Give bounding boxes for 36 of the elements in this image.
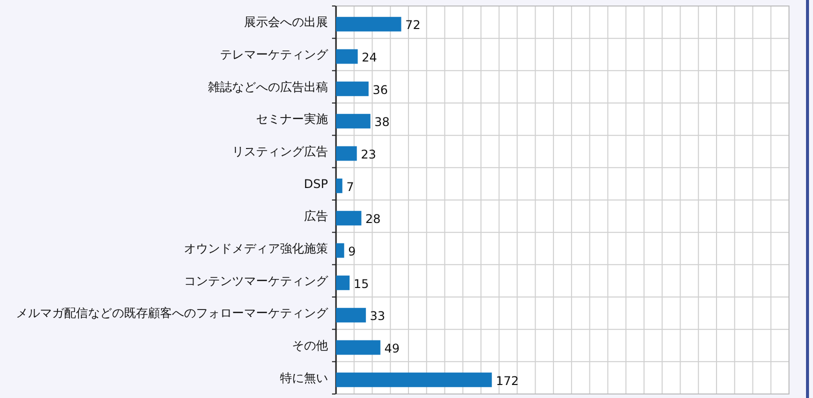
bar <box>336 243 344 258</box>
bar <box>336 340 380 355</box>
y-tick-label: 展示会への出展 <box>244 15 328 30</box>
y-tick-label: DSP <box>304 176 328 191</box>
data-label: 15 <box>354 276 369 291</box>
y-tick-label: 雑誌などへの広告出稿 <box>208 80 328 94</box>
data-label: 24 <box>362 50 378 64</box>
data-label: 9 <box>348 244 356 258</box>
y-tick-label: メルマガ配信などの既存顧客へのフォローマーケティング <box>16 306 329 320</box>
data-label: 36 <box>372 82 388 97</box>
data-label: 72 <box>405 18 421 32</box>
y-tick-label: テレマーケティング <box>220 48 329 62</box>
y-tick-label: オウンドメディア強化施策 <box>184 242 328 256</box>
bar <box>336 178 342 194</box>
bar <box>336 49 358 64</box>
y-tick-label: リスティング広告 <box>232 144 328 158</box>
bar <box>336 82 369 96</box>
bar <box>336 146 357 161</box>
y-tick-label: 広告 <box>304 209 328 224</box>
bar <box>336 16 402 32</box>
y-tick-label: セミナー実施 <box>256 112 328 126</box>
data-label: 38 <box>374 115 390 130</box>
data-label: 28 <box>365 212 381 226</box>
y-tick-label: コンテンツマーケティング <box>184 274 329 288</box>
data-label: 33 <box>370 309 386 324</box>
data-label: 23 <box>360 148 376 162</box>
bar <box>336 308 366 322</box>
data-label: 7 <box>346 180 354 194</box>
bar <box>336 114 370 128</box>
bar <box>336 210 362 226</box>
bar <box>336 276 350 290</box>
y-tick-label: 特に無い <box>280 370 328 385</box>
data-label: 172 <box>496 374 519 388</box>
bar <box>336 372 492 388</box>
y-tick-label: その他 <box>292 338 328 352</box>
data-label: 49 <box>384 342 400 356</box>
